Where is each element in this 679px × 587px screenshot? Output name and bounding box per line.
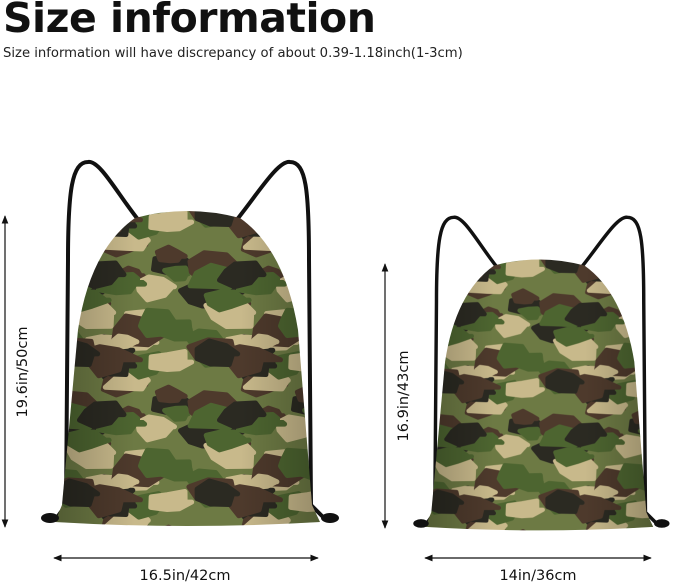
large-height-label: 19.6in/50cm	[15, 326, 31, 418]
large-drawstring-bag	[39, 159, 341, 528]
page-title: Size information	[3, 0, 376, 42]
small-drawstring-bag	[411, 215, 672, 533]
small-height-label: 16.9in/43cm	[396, 350, 412, 442]
small-width-label: 14in/36cm	[499, 568, 577, 584]
large-width-label: 16.5in/42cm	[139, 568, 231, 584]
size-disclaimer: Size information will have discrepancy o…	[3, 46, 463, 61]
